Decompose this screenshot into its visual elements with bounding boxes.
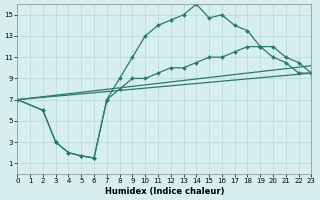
X-axis label: Humidex (Indice chaleur): Humidex (Indice chaleur) bbox=[105, 187, 224, 196]
